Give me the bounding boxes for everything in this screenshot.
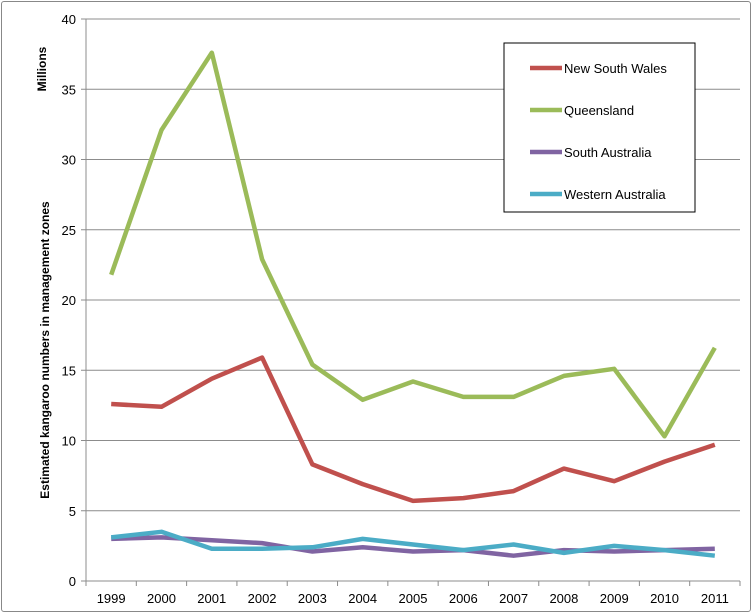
x-tick-label: 2000 <box>147 591 176 606</box>
x-tick-label: 2009 <box>600 591 629 606</box>
legend-label: South Australia <box>564 145 652 160</box>
x-tick-label: 1999 <box>97 591 126 606</box>
legend-label: New South Wales <box>564 61 667 76</box>
legend: New South Wales Queensland South Australia… <box>503 42 696 213</box>
y-tick-label: 5 <box>69 504 76 519</box>
x-tick-label: 2001 <box>197 591 226 606</box>
series-line-new-south-wales <box>111 355 716 504</box>
units-label: Millions <box>35 46 49 91</box>
x-tick-label: 2006 <box>449 591 478 606</box>
x-tick-label: 2008 <box>549 591 578 606</box>
x-axis-ticks: 1999 2000 2001 2002 2003 2004 2005 2006 2007 2008… <box>85 581 741 606</box>
y-tick-label: 0 <box>69 574 76 589</box>
legend-label: Western Australia <box>564 187 666 202</box>
y-tick-label: 35 <box>62 82 76 97</box>
y-tick-label: 30 <box>62 153 76 168</box>
y-tick-label: 25 <box>62 223 76 238</box>
y-tick-label: 40 <box>62 12 76 27</box>
legend-box <box>503 42 696 213</box>
series-lines <box>109 50 717 558</box>
y-tick-label: 15 <box>62 363 76 378</box>
series-line-queensland <box>109 50 717 439</box>
y-axis-label: Estimated kangaroo numbers in management… <box>38 201 52 499</box>
x-tick-label: 2010 <box>650 591 679 606</box>
y-tick-label: 10 <box>62 434 76 449</box>
x-tick-label: 2007 <box>499 591 528 606</box>
series-line-western-australia <box>110 529 716 558</box>
x-tick-label: 2011 <box>701 591 729 606</box>
x-tick-label: 2005 <box>399 591 428 606</box>
x-tick-label: 2002 <box>248 591 277 606</box>
legend-label: Queensland <box>564 103 634 118</box>
y-axis-ticks: 0 5 10 15 20 25 30 35 40 <box>62 12 86 589</box>
x-tick-label: 2004 <box>348 591 377 606</box>
series-line-south-australia <box>111 535 715 558</box>
y-tick-label: 20 <box>62 293 76 308</box>
x-tick-label: 2003 <box>298 591 327 606</box>
gridlines <box>86 18 740 512</box>
